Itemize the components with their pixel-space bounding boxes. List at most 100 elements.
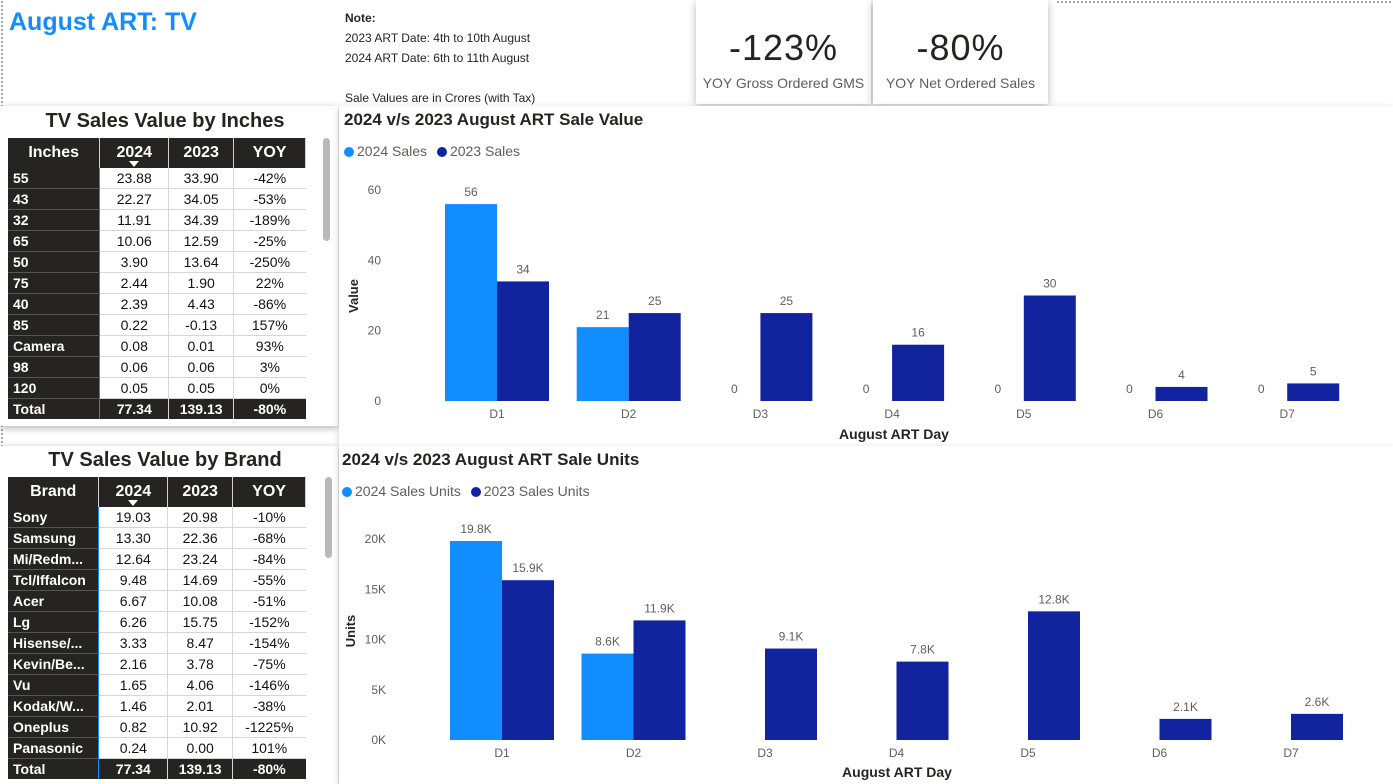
bar[interactable]	[633, 620, 686, 740]
table-cell: 40	[8, 293, 100, 315]
legend-item[interactable]: 2023 Sales	[436, 143, 520, 159]
bar[interactable]	[760, 313, 813, 401]
table-cell: -0.13	[168, 314, 235, 336]
table-row[interactable]: 55 23.88 33.90 -42%	[8, 168, 306, 189]
table-cell: Camera	[8, 335, 100, 357]
data-label: 9.1K	[779, 630, 804, 644]
column-header[interactable]: 2024	[98, 477, 169, 507]
column-header[interactable]: 2023	[167, 477, 234, 507]
data-label: 15.9K	[512, 561, 543, 575]
table-row[interactable]: Panasonic 0.24 0.00 101%	[8, 737, 306, 759]
table-row[interactable]: Mi/Redm... 12.64 23.24 -84%	[8, 548, 306, 570]
bar[interactable]	[1159, 718, 1212, 740]
total-row[interactable]: Total 77.34 139.13 -80%	[8, 398, 306, 419]
table-row[interactable]: 120 0.05 0.05 0%	[8, 377, 306, 399]
table-row[interactable]: Vu 1.65 4.06 -146%	[8, 674, 306, 696]
table-cell: Vu	[8, 674, 99, 696]
y-tick-label: 40	[368, 253, 382, 267]
column-header[interactable]: 2024	[99, 138, 170, 168]
column-header-label: YOY	[252, 483, 286, 500]
x-tick-label: D5	[1020, 746, 1036, 760]
table-row[interactable]: 98 0.06 0.06 3%	[8, 356, 306, 378]
legend-item[interactable]: 2023 Sales Units	[470, 483, 590, 499]
table-row[interactable]: 40 2.39 4.43 -86%	[8, 293, 306, 315]
sort-descending-icon	[129, 161, 140, 167]
table-row[interactable]: Kevin/Be... 2.16 3.78 -75%	[8, 653, 306, 675]
legend-dot-icon	[342, 487, 352, 497]
table-cell: 93%	[233, 335, 306, 357]
table-row[interactable]: Camera 0.08 0.01 93%	[8, 335, 306, 357]
table-cell: 55	[8, 168, 100, 189]
bar[interactable]	[628, 313, 681, 401]
y-axis-label: Value	[346, 279, 361, 313]
bar[interactable]	[892, 344, 945, 401]
table-cell: 13.64	[168, 251, 235, 273]
table-row[interactable]: Tcl/Iffalcon 9.48 14.69 -55%	[8, 569, 306, 591]
sort-descending-icon	[128, 500, 139, 506]
inches-matrix[interactable]: Inches 2024 2023 YOY 55 23.88 33.90 -42% 43 22.2…	[8, 138, 306, 419]
data-label: 7.8K	[910, 643, 935, 657]
bar[interactable]	[497, 281, 549, 401]
bar[interactable]	[1291, 713, 1343, 740]
sale-units-chart[interactable]: 0K 5K 10K 15K 20K Units August ART Day D1 19.8K 1…	[339, 446, 1393, 784]
data-label: 0	[1258, 382, 1265, 396]
table-row[interactable]: 75 2.44 1.90 22%	[8, 272, 306, 294]
table-cell: 6.67	[98, 590, 169, 612]
table-row[interactable]: Hisense/... 3.33 8.47 -154%	[8, 632, 306, 654]
x-tick-label: D1	[489, 407, 505, 421]
sale-value-chart-panel[interactable]: 2024 v/s 2023 August ART Sale Value 2024…	[339, 106, 1393, 446]
table-row[interactable]: Samsung 13.30 22.36 -68%	[8, 527, 306, 549]
chart-legend: 2024 Sales 2023 Sales	[344, 143, 526, 159]
table-cell: 101%	[232, 737, 306, 759]
inches-matrix-panel[interactable]: TV Sales Value by Inches Inches 2024 2023 Y…	[0, 106, 338, 426]
column-header[interactable]: YOY	[232, 477, 306, 507]
sale-units-chart-panel[interactable]: 2024 v/s 2023 August ART Sale Units 2024…	[339, 446, 1393, 784]
table-cell: Total	[8, 398, 100, 419]
bar[interactable]	[502, 580, 554, 740]
table-row[interactable]: Sony 19.03 20.98 -10%	[8, 507, 306, 528]
table-row[interactable]: Oneplus 0.82 10.92 -1225%	[8, 716, 306, 738]
kpi-card-gross-gms[interactable]: -123% YOY Gross Ordered GMS	[696, 0, 871, 104]
bar[interactable]	[450, 541, 502, 740]
bar[interactable]	[1287, 383, 1340, 401]
legend-item[interactable]: 2024 Sales	[344, 143, 427, 159]
total-row[interactable]: Total 77.34 139.13 -80%	[8, 758, 306, 779]
bar[interactable]	[1028, 611, 1080, 740]
kpi-card-net-sales[interactable]: -80% YOY Net Ordered Sales	[873, 0, 1048, 104]
legend-label: 2024 Sales Units	[355, 483, 461, 499]
column-header[interactable]: YOY	[233, 138, 306, 168]
table-row[interactable]: 50 3.90 13.64 -250%	[8, 251, 306, 273]
column-header-label: 2024	[116, 144, 153, 161]
legend-item[interactable]: 2024 Sales Units	[342, 483, 461, 499]
brand-matrix-panel[interactable]: TV Sales Value by Brand Brand 2024 2023 YOY…	[0, 446, 338, 784]
column-header-label: Brand	[30, 483, 77, 500]
table-cell: 43	[8, 188, 100, 210]
table-cell: Samsung	[8, 527, 99, 549]
x-tick-label: D3	[753, 407, 769, 421]
table-row[interactable]: 85 0.22 -0.13 157%	[8, 314, 306, 336]
scrollbar[interactable]	[325, 477, 332, 558]
bar[interactable]	[1155, 386, 1208, 401]
table-row[interactable]: Lg 6.26 15.75 -152%	[8, 611, 306, 633]
scrollbar[interactable]	[323, 138, 330, 241]
column-header[interactable]: Inches	[8, 138, 101, 168]
table-row[interactable]: Kodak/W... 1.46 2.01 -38%	[8, 695, 306, 717]
table-row[interactable]: 32 11.91 34.39 -189%	[8, 209, 306, 231]
table-cell: Kodak/W...	[8, 695, 99, 717]
bar[interactable]	[581, 653, 634, 740]
table-cell: 22%	[233, 272, 306, 294]
bar[interactable]	[765, 648, 817, 740]
bar[interactable]	[896, 661, 949, 740]
bar[interactable]	[576, 327, 629, 401]
table-row[interactable]: 65 10.06 12.59 -25%	[8, 230, 306, 252]
table-cell: 22.36	[167, 527, 234, 549]
table-row[interactable]: Acer 6.67 10.08 -51%	[8, 590, 306, 612]
table-row[interactable]: 43 22.27 34.05 -53%	[8, 188, 306, 210]
bar[interactable]	[445, 204, 497, 401]
x-tick-label: D2	[626, 746, 642, 760]
column-header[interactable]: Brand	[8, 477, 100, 507]
column-header[interactable]: 2023	[168, 138, 235, 168]
brand-matrix[interactable]: Brand 2024 2023 YOY Sony 19.03 20.98 -10% Samsu…	[8, 477, 306, 779]
bar[interactable]	[1023, 295, 1076, 402]
